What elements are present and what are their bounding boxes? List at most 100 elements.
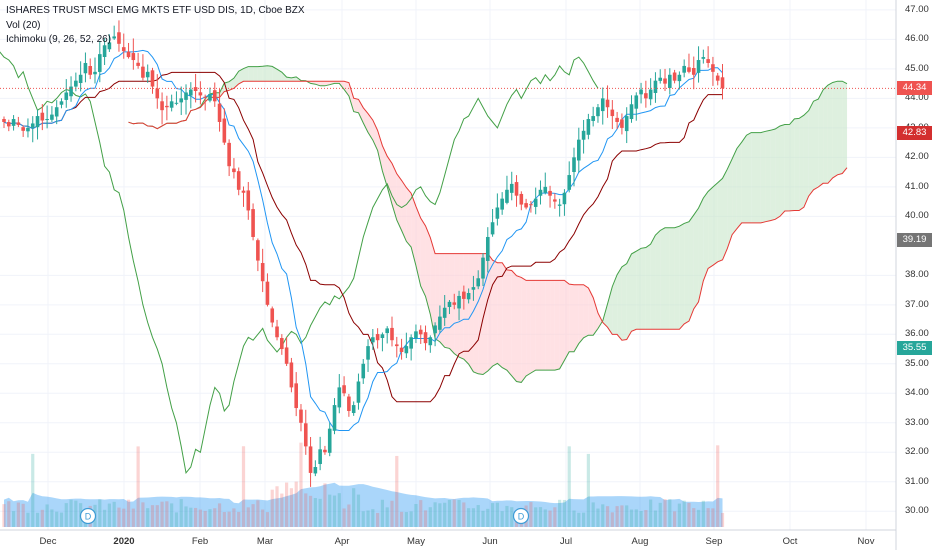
volume-bar [720,512,725,527]
volume-bar [467,508,471,527]
ichimoku-cloud-segment [219,83,225,98]
candle-body [145,71,150,78]
ichimoku-cloud-segment [391,163,397,221]
candle-body [476,278,481,287]
candle-body [117,32,121,44]
candle-body [615,117,619,122]
candle-body [136,62,140,66]
ichimoku-cloud-segment [760,131,766,223]
volume-bar [332,495,337,527]
candle-body [514,182,519,196]
volume-bar [112,501,116,527]
volume-bar [35,512,40,527]
candle-body [634,95,639,109]
candle-body [557,204,562,206]
volume-bar [141,502,145,527]
ichimoku-cloud-segment [732,148,737,235]
volume-bar [701,500,705,527]
volume-bar [438,503,442,527]
candle-body [35,116,40,128]
ichimoku-cloud-segment [459,253,464,360]
volume-bar [706,508,710,527]
candle-body [294,383,298,409]
volume-bar [423,510,428,527]
candle-body [351,405,356,414]
volume-bar [352,488,356,527]
volume-bar [299,442,303,527]
ichimoku-cloud-segment [550,280,555,371]
candle-body [256,240,260,261]
volume-bar [265,512,270,527]
candle-body [289,362,294,388]
candle-body [577,139,581,161]
candle-body [495,207,500,219]
candle-body [69,86,73,97]
candle-body [280,338,284,350]
ichimoku-cloud-segment [545,280,551,371]
candle-body [347,396,351,411]
volume-legend[interactable]: Vol (20) [6,19,41,31]
price-label-level-2: 35.55 [897,340,932,355]
x-tick-label: Jun [482,536,498,547]
ichimoku-cloud-segment [799,115,804,211]
candle-body [447,301,452,308]
volume-bar [534,507,538,527]
candle-body [586,119,591,135]
ichimoku-cloud-segment [808,101,814,197]
candle-body [409,337,413,349]
candle-body [404,346,409,354]
volume-bar [538,507,543,527]
ichimoku-cloud-segment [439,253,445,348]
candle-body [131,53,136,61]
volume-bar [404,512,408,527]
ichimoku-cloud-segment [593,297,598,336]
volume-bar [16,502,20,527]
candle-body [682,65,686,73]
ichimoku-cloud-segment [262,65,268,82]
dividend-label: D [85,512,92,522]
candle-body [6,122,11,127]
candle-body [390,327,394,341]
candle-body [596,107,600,117]
ichimoku-cloud-segment [717,178,723,262]
candle-body [687,67,691,72]
x-tick-label: Feb [191,536,209,547]
candle-body [644,93,648,99]
x-tick-label: Dec [39,536,57,547]
volume-bar [102,509,107,527]
ichimoku-cloud-segment [497,262,503,368]
candle-body [600,98,605,112]
candle-body [308,446,313,473]
volume-bar [294,481,298,527]
volume-bar [136,446,140,527]
volume-bar [663,499,667,527]
volume-bar [481,510,485,527]
x-tick-label: Aug [631,536,649,547]
volume-bar [553,507,557,527]
ichimoku-cloud-segment [530,280,536,374]
ichimoku-legend[interactable]: Ichimoku (9, 26, 52, 26) [6,34,112,45]
candle-body [284,347,289,364]
volume-bar [117,507,121,527]
volume-bar [486,508,490,527]
candle-body [701,57,706,59]
candle-body [323,449,327,453]
dividend-d-icon[interactable] [79,507,97,525]
candle-body [629,104,634,120]
volume-bar [246,507,250,527]
volume-bar [505,505,509,527]
candle-body [605,99,610,108]
candle-body [361,363,366,379]
dividend-d-icon[interactable] [512,507,530,525]
ichimoku-cloud-segment [626,253,632,340]
symbol-title[interactable]: ISHARES TRUST MSCI EMG MKTS ETF USD DIS,… [6,5,305,16]
candle-body [141,66,145,78]
ichimoku-cloud-segment [420,218,426,297]
candle-body [696,60,701,73]
candle-body [102,45,107,58]
volume-bar [625,505,629,527]
candle-body [610,109,615,117]
volume-bar [366,510,370,527]
